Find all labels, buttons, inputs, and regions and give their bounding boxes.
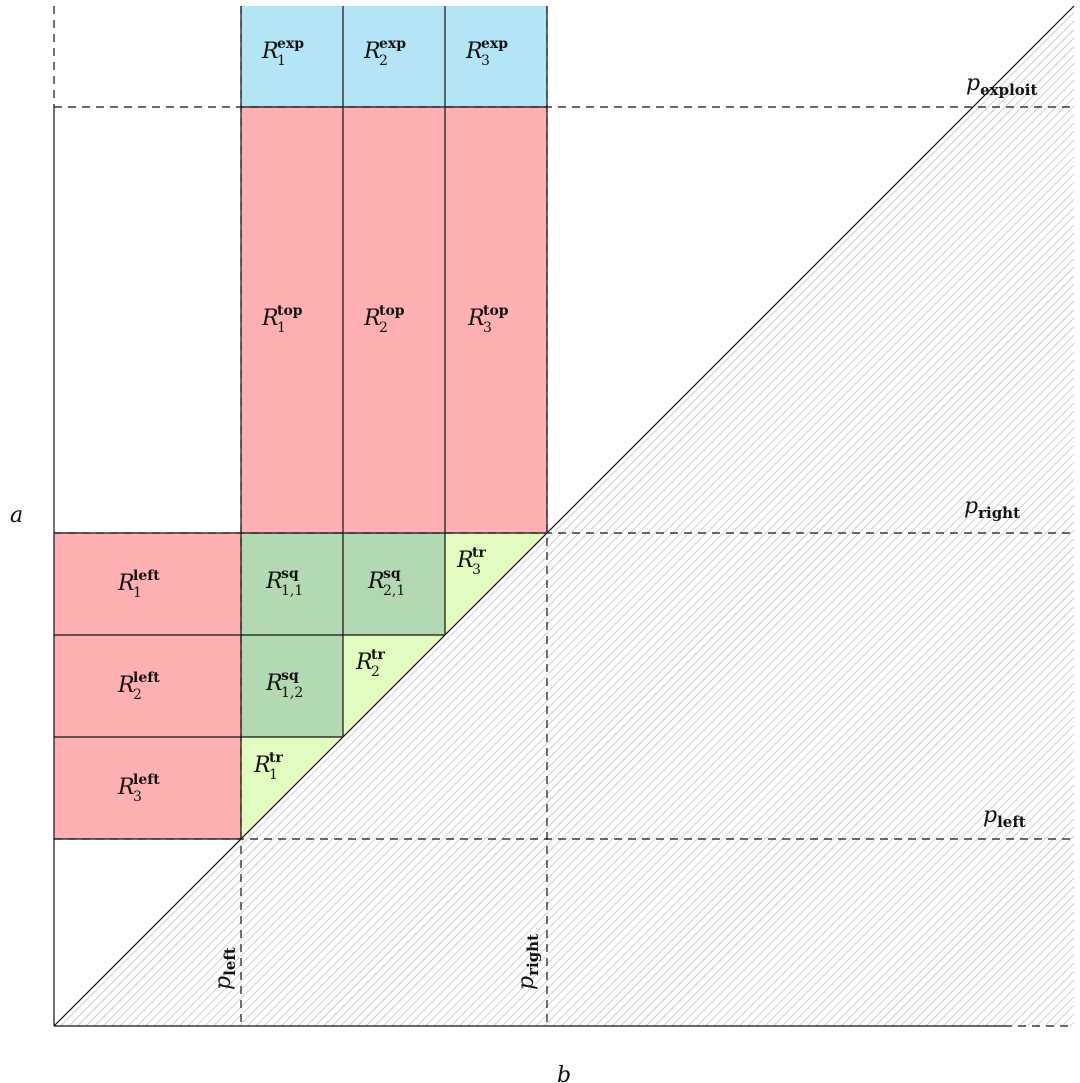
svg-text:pright: pright (514, 934, 542, 990)
label-r-tr-3: Rtr 3 (456, 545, 486, 578)
left-cells (54, 533, 241, 839)
label-p-right: pright (964, 494, 1020, 522)
label-r-exp-3: Rexp 3 (465, 36, 508, 69)
label-r-left-2: Rleft 2 (117, 670, 160, 703)
label-r-top-3: Rtop 3 (467, 303, 509, 336)
cell-exp-3 (445, 6, 547, 107)
label-r-exp-2: Rexp 2 (363, 36, 406, 69)
cell-top-1 (241, 107, 343, 533)
cell-sq-2-1 (343, 533, 445, 635)
cell-left-3 (54, 737, 241, 839)
label-r-left-1: Rleft 1 (117, 568, 160, 601)
label-r-tr-1: Rtr 1 (253, 750, 283, 783)
cell-left-1 (54, 533, 241, 635)
svg-text:pexploit: pexploit (966, 71, 1037, 99)
region-labels: Rexp 1 Rexp 2 Rexp 3 Rtop 1 Rtop 2 Rtop 3 Rleft 1 Rlef… (117, 36, 509, 805)
label-r-left-3: Rleft 3 (117, 772, 160, 805)
svg-text:pleft: pleft (211, 947, 239, 990)
cell-sq-1-1 (241, 533, 343, 635)
cell-left-2 (54, 635, 241, 737)
x-axis-label: b (557, 1063, 571, 1083)
label-r-sq-2: Rsq 2,1 (367, 566, 405, 599)
label-p-left: pleft (983, 803, 1026, 831)
cell-top-3 (445, 107, 547, 533)
label-r-top-2: Rtop 2 (363, 303, 405, 336)
svg-text:pright: pright (964, 494, 1020, 522)
cell-sq-1-2 (241, 635, 343, 737)
y-axis-label: a (10, 503, 23, 528)
cell-top-2 (343, 107, 445, 533)
cell-exp-2 (343, 6, 445, 107)
svg-text:pleft: pleft (983, 803, 1026, 831)
label-r-exp-1: Rexp 1 (261, 36, 304, 69)
label-r-sq-3: Rsq 1,2 (265, 668, 303, 701)
exp-cells (241, 6, 547, 107)
cell-exp-1 (241, 6, 343, 107)
top-cells (241, 107, 547, 533)
label-r-sq-1: Rsq 1,1 (265, 566, 303, 599)
cell-borders (54, 6, 548, 840)
diagonal (53, 5, 1075, 1027)
label-p-exploit: pexploit (966, 71, 1037, 99)
label-r-tr-2: Rtr 2 (355, 647, 385, 680)
label-p-left-vertical: pleft (211, 947, 239, 990)
sq-cells (241, 533, 445, 737)
label-r-top-1: Rtop 1 (261, 303, 303, 336)
label-p-right-vertical: pright (514, 934, 542, 990)
axes (53, 5, 1075, 1027)
